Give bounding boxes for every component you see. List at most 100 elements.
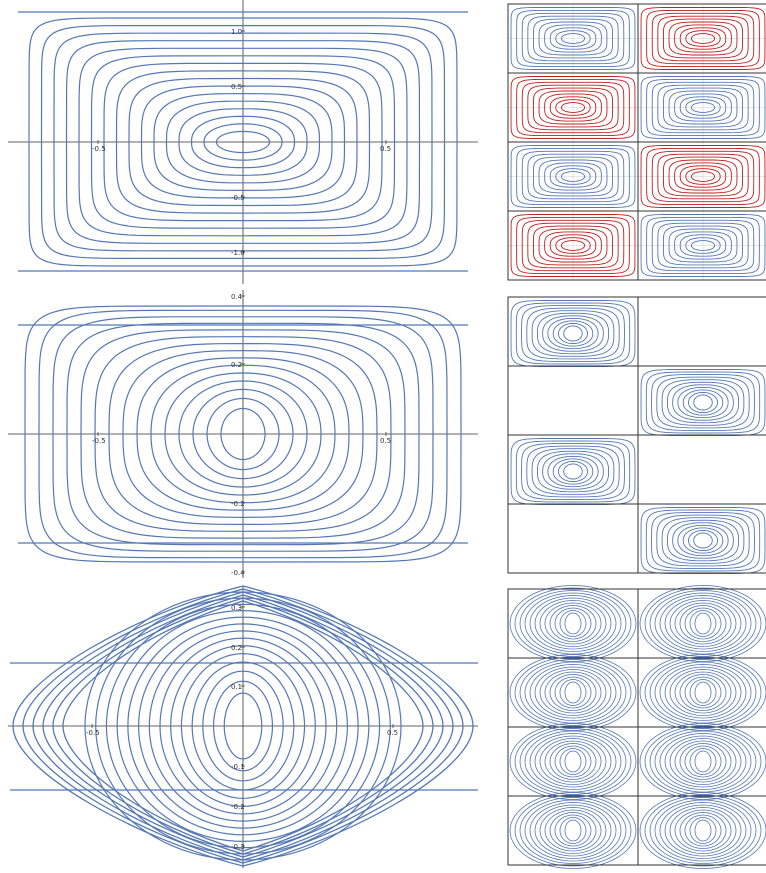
orbit-curve xyxy=(94,336,392,532)
orbit-curve xyxy=(159,637,327,815)
tile-orbit xyxy=(544,162,602,191)
y-tick-label: 0.3 xyxy=(231,604,242,612)
orbit-curve xyxy=(178,380,308,488)
tile-orbit xyxy=(549,812,597,849)
tile-orbit xyxy=(646,9,760,68)
tile-orbit xyxy=(554,676,592,709)
tile-cell xyxy=(637,434,766,505)
y-tick-label: -0.1 xyxy=(231,763,245,771)
orbit-curve xyxy=(170,645,316,807)
y-tick-label: 0.1 xyxy=(231,683,242,691)
tile-cell xyxy=(507,296,639,367)
tile-orbit xyxy=(559,610,587,637)
tile-border xyxy=(507,795,639,866)
tile-orbit xyxy=(552,458,594,485)
tile-orbit xyxy=(690,240,716,251)
tile-orbit xyxy=(669,738,737,785)
tile-border xyxy=(637,210,766,281)
tile-orbit xyxy=(544,809,602,852)
tile-orbit xyxy=(526,307,620,360)
tile-orbit xyxy=(532,18,614,59)
tile-orbit xyxy=(527,222,619,269)
orbit-curve xyxy=(122,349,364,519)
tile-orbit xyxy=(547,317,599,350)
tile-orbit xyxy=(679,96,727,119)
tile-orbit xyxy=(659,733,747,790)
orbit-curve xyxy=(165,100,321,184)
orbit-curve xyxy=(84,591,402,861)
orbit-curve xyxy=(66,322,420,546)
orbit-curve xyxy=(137,623,349,829)
tile-cell xyxy=(637,72,766,143)
tile-orbit xyxy=(677,524,729,557)
tile-orbit xyxy=(664,666,742,719)
tile-border xyxy=(507,296,639,367)
tile-orbit xyxy=(544,24,602,53)
tile-cell xyxy=(637,792,766,869)
orbit-curve xyxy=(53,32,433,252)
y-tick-label: 0.4 xyxy=(231,293,243,301)
orbit-curve xyxy=(116,609,370,843)
tile-orbit xyxy=(519,797,627,864)
tile-orbit xyxy=(679,27,727,50)
tile-orbit xyxy=(688,391,718,414)
tile-orbit xyxy=(536,312,610,355)
tile-orbit xyxy=(516,216,630,275)
tile-cell xyxy=(507,723,639,800)
tile-orbit xyxy=(656,376,750,429)
tile-orbit xyxy=(564,681,582,704)
tile-cell xyxy=(637,365,766,436)
orbit-curve xyxy=(65,40,421,244)
tile-orbit xyxy=(689,817,717,844)
tile-orbit xyxy=(679,743,727,780)
tile-orbit xyxy=(657,153,749,200)
tile-orbit xyxy=(689,610,717,637)
orbit-curve xyxy=(223,692,263,760)
tile-orbit xyxy=(534,666,612,719)
tile-orbit xyxy=(685,168,721,185)
tile-orbit xyxy=(640,76,766,139)
tile-cell xyxy=(637,141,766,212)
tile-orbit xyxy=(672,522,734,559)
tile-orbit xyxy=(694,819,712,842)
tile-orbit xyxy=(549,27,597,50)
tile-orbit xyxy=(514,794,632,867)
tile-border xyxy=(637,795,766,866)
tile-orbit xyxy=(688,529,718,552)
orbit-curve xyxy=(164,372,322,496)
orbit-curve xyxy=(24,305,462,563)
tile-orbit xyxy=(651,81,755,134)
tile-orbit xyxy=(654,592,752,655)
tile-orbit xyxy=(659,664,747,721)
tile-orbit xyxy=(669,600,737,647)
tile-orbit xyxy=(654,661,752,724)
tile-border xyxy=(507,365,639,436)
tile-cell xyxy=(507,503,639,574)
tile-orbit xyxy=(640,145,766,208)
tile-orbit xyxy=(539,738,607,785)
tile-cell xyxy=(507,585,639,662)
tile-orbit xyxy=(677,386,729,419)
tile-cell xyxy=(507,434,639,505)
orbit-curve xyxy=(202,670,284,782)
tile-orbit xyxy=(651,12,755,65)
tile-orbit xyxy=(524,661,622,724)
tile-orbit xyxy=(668,90,738,125)
tile-orbit xyxy=(661,379,745,426)
tile-orbit xyxy=(657,222,749,269)
phase-portrait-middle: -0.5 0.5 0.4 0.2 -0.2 -0.4 xyxy=(8,290,478,578)
outer-orbit-curve xyxy=(62,600,424,852)
tile-orbit xyxy=(684,745,722,778)
y-tick-label: -1.0 xyxy=(231,249,245,257)
tile-orbit xyxy=(538,90,608,125)
tile-orbit xyxy=(531,310,615,357)
tile-orbit xyxy=(685,237,721,254)
outer-orbit-curve xyxy=(52,597,434,855)
tile-border xyxy=(507,726,639,797)
tile-orbit xyxy=(538,228,608,263)
tile-cell xyxy=(507,141,639,212)
tile-border xyxy=(637,588,766,659)
tile-orbit xyxy=(514,725,632,798)
tile-orbit xyxy=(524,799,622,862)
tile-orbit xyxy=(538,21,608,56)
